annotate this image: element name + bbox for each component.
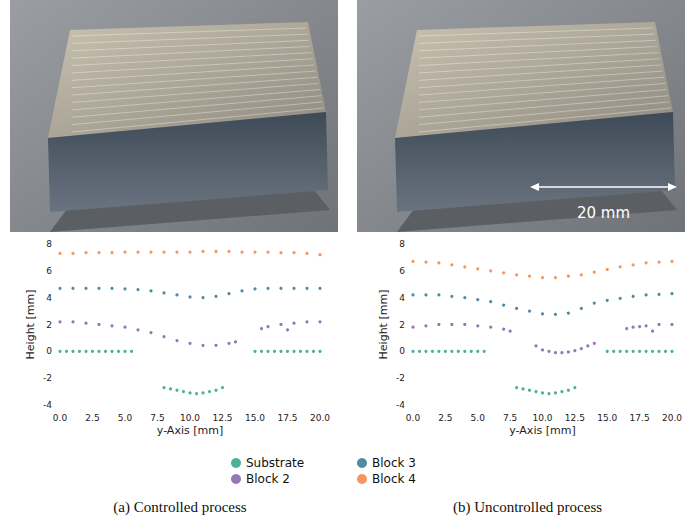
svg-text:2.5: 2.5 [438,413,452,423]
svg-text:y-Axis [mm]: y-Axis [mm] [509,424,575,437]
svg-text:(b) Uncontrolled process: (b) Uncontrolled process [453,499,602,516]
svg-text:Block 2: Block 2 [246,472,290,486]
svg-text:20 mm: 20 mm [577,204,630,222]
svg-text:Height [mm]: Height [mm] [377,290,390,360]
svg-text:6: 6 [399,266,405,276]
svg-text:Substrate: Substrate [246,456,304,470]
svg-text:Block 3: Block 3 [372,456,416,470]
svg-text:6: 6 [46,266,52,276]
svg-text:0: 0 [399,346,405,356]
svg-text:2.5: 2.5 [85,413,99,423]
svg-text:2: 2 [46,320,52,330]
svg-text:2: 2 [399,320,405,330]
svg-text:(a) Controlled process: (a) Controlled process [113,499,246,516]
svg-text:Height [mm]: Height [mm] [24,290,37,360]
svg-text:4: 4 [399,293,405,303]
svg-text:7.5: 7.5 [150,413,164,423]
svg-text:-4: -4 [43,400,52,410]
svg-text:5.0: 5.0 [118,413,133,423]
svg-text:15.0: 15.0 [245,413,265,423]
svg-text:10.0: 10.0 [532,413,552,423]
svg-text:0.0: 0.0 [53,413,68,423]
svg-text:-2: -2 [396,373,405,383]
svg-text:7.5: 7.5 [503,413,517,423]
svg-text:17.5: 17.5 [277,413,297,423]
svg-text:0.0: 0.0 [406,413,421,423]
svg-text:12.5: 12.5 [212,413,232,423]
svg-text:y-Axis [mm]: y-Axis [mm] [157,424,223,437]
svg-text:-2: -2 [43,373,52,383]
svg-text:5.0: 5.0 [471,413,486,423]
svg-text:20.0: 20.0 [310,413,330,423]
svg-text:17.5: 17.5 [630,413,650,423]
svg-text:8: 8 [46,239,52,249]
svg-text:8: 8 [399,239,405,249]
svg-text:4: 4 [46,293,52,303]
svg-text:-4: -4 [396,400,405,410]
svg-text:10.0: 10.0 [180,413,200,423]
svg-text:Block 4: Block 4 [372,472,416,486]
svg-text:20.0: 20.0 [662,413,682,423]
svg-text:0: 0 [46,346,52,356]
svg-text:12.5: 12.5 [565,413,585,423]
svg-text:15.0: 15.0 [597,413,617,423]
